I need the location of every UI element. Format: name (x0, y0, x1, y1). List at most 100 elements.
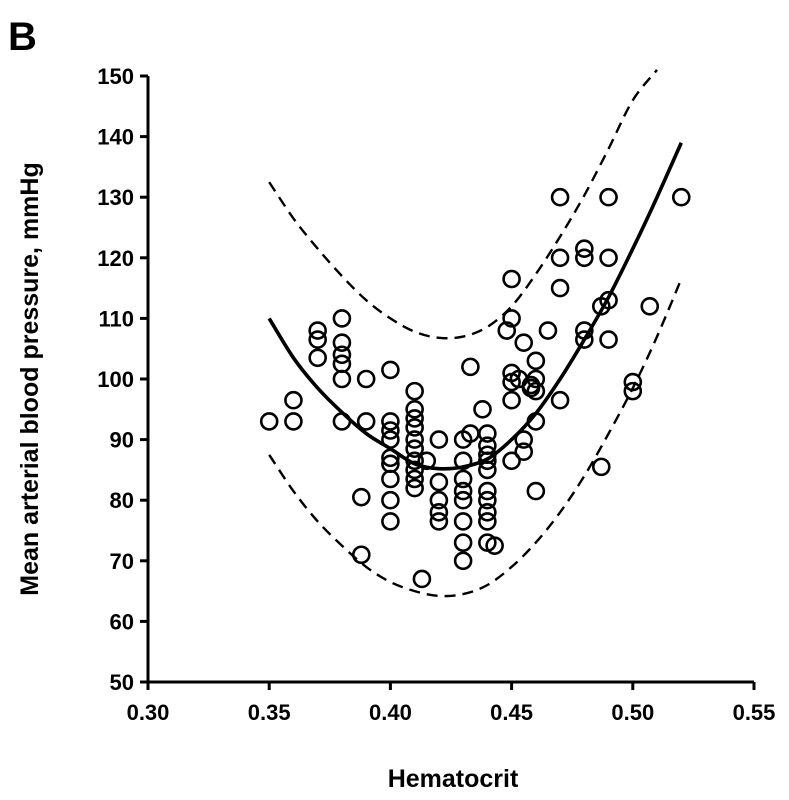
data-point (453, 469, 473, 489)
data-point (575, 321, 594, 340)
data-point (514, 333, 534, 352)
data-point (478, 451, 497, 471)
fitted-curve (267, 141, 683, 471)
data-point (381, 430, 400, 449)
data-point (453, 512, 473, 531)
data-point (381, 360, 400, 380)
data-point (381, 421, 400, 440)
data-point (502, 451, 521, 471)
data-point (356, 412, 376, 431)
data-point (429, 472, 449, 492)
y-tick-label: 70 (110, 549, 134, 574)
data-point (502, 309, 521, 328)
data-point (352, 545, 371, 565)
data-point (308, 348, 327, 368)
data-point (332, 369, 352, 389)
y-axis-title: Mean arterial blood pressure, mmHg (16, 162, 44, 595)
y-tick-label: 60 (110, 609, 134, 634)
data-point (429, 503, 449, 522)
data-point (405, 418, 424, 437)
y-tick-label: 100 (97, 367, 134, 392)
data-point (599, 248, 618, 268)
data-point (550, 278, 570, 298)
data-point (526, 481, 546, 501)
data-point (453, 451, 473, 471)
data-point (599, 330, 618, 349)
data-point (478, 503, 497, 522)
data-point (412, 569, 432, 589)
data-point (453, 490, 473, 510)
y-tick-label: 50 (110, 670, 134, 695)
data-point (417, 451, 437, 471)
x-tick-label: 0.45 (490, 700, 533, 725)
data-point (453, 481, 473, 501)
y-tick-label: 90 (110, 428, 134, 453)
data-point (478, 460, 497, 480)
data-point (405, 409, 424, 428)
prediction-bands (268, 69, 683, 598)
data-point (671, 187, 691, 207)
data-point (405, 399, 424, 419)
data-point (575, 330, 594, 349)
data-point (308, 321, 327, 340)
lower-band-curve (268, 278, 683, 598)
data-point (514, 430, 534, 449)
y-tick-label: 80 (110, 488, 134, 513)
data-point (332, 333, 352, 352)
data-point (332, 345, 352, 365)
data-point (591, 457, 611, 477)
upper-band-curve (268, 69, 658, 340)
data-point (599, 290, 618, 310)
data-point (575, 248, 594, 268)
data-point (381, 512, 400, 531)
data-point (502, 390, 521, 410)
data-point (308, 330, 327, 349)
x-tick-label: 0.50 (611, 700, 654, 725)
data-point (356, 369, 376, 389)
data-point (284, 412, 303, 431)
data-point (381, 448, 400, 468)
x-axis-title: Hematocrit (388, 765, 519, 793)
data-point (550, 390, 570, 410)
x-tick-label: 0.30 (127, 700, 170, 725)
data-point (461, 357, 480, 377)
data-point (381, 490, 400, 510)
x-tick-label: 0.35 (248, 700, 291, 725)
y-tick-label: 110 (99, 306, 135, 331)
data-point (429, 490, 449, 510)
data-point (599, 187, 618, 207)
data-point (405, 460, 424, 480)
y-tick-label: 150 (97, 64, 134, 89)
ticks: 50 60 70 80 90 100 110 120 130 140 150 0.30 0.35 0.40… (97, 64, 775, 725)
y-tick-label: 130 (97, 185, 134, 210)
data-point (332, 309, 352, 328)
data-point (405, 469, 424, 489)
data-point (405, 478, 424, 498)
data-point (526, 369, 546, 389)
data-point (485, 536, 504, 555)
data-point (526, 351, 546, 371)
y-tick-label: 120 (97, 246, 134, 271)
data-point (473, 399, 492, 419)
data-point (575, 239, 594, 259)
data-point (332, 412, 352, 431)
data-point (405, 439, 424, 458)
data-point (478, 490, 497, 510)
data-point (381, 412, 400, 431)
fitted-curve-group (267, 141, 683, 471)
data-points (259, 187, 691, 589)
data-point (453, 551, 473, 571)
x-tick-label: 0.55 (733, 700, 776, 725)
data-point (497, 321, 517, 340)
data-point (526, 412, 546, 431)
data-point (405, 381, 424, 401)
axes (146, 76, 754, 684)
data-point (550, 187, 570, 207)
data-point (352, 487, 371, 507)
data-point (453, 533, 473, 552)
data-point (550, 248, 570, 268)
data-point (381, 469, 400, 489)
data-point (640, 296, 660, 316)
data-point (502, 269, 521, 289)
